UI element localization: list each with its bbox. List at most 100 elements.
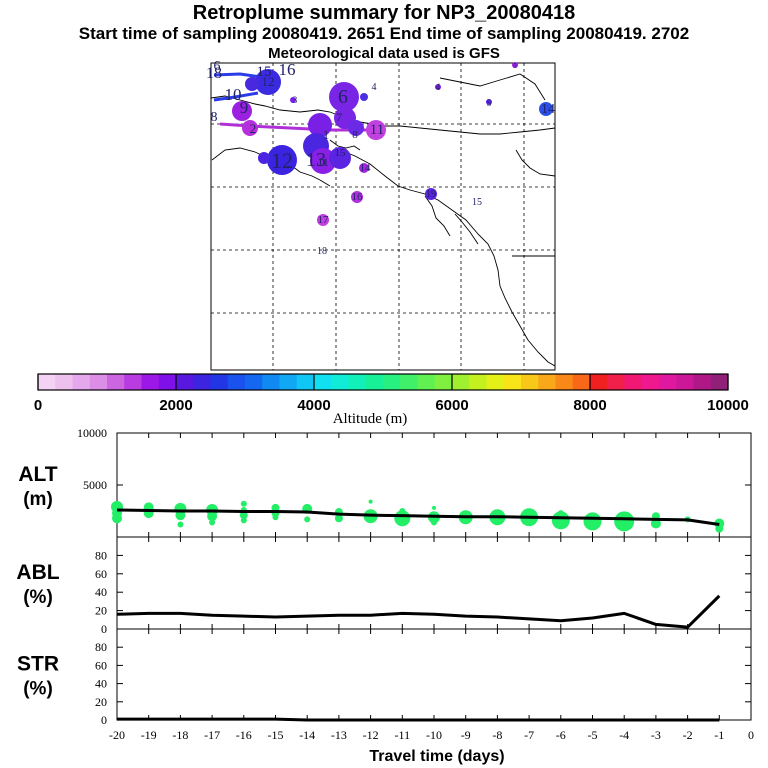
plume-circle (245, 77, 259, 91)
plume-day-label: 15 (335, 147, 347, 159)
colorbar-cell (538, 374, 556, 390)
y-tick-label: 80 (95, 640, 107, 654)
y-axis-unit: (m) (23, 489, 53, 510)
x-tick-label: 0 (748, 728, 754, 742)
y-axis-label: STR (17, 653, 59, 676)
colorbar-cell (89, 374, 108, 390)
plume-day-label: 11 (317, 155, 329, 169)
colorbar-cell (434, 374, 453, 390)
y-tick-label: 60 (95, 567, 107, 581)
plume-circle (310, 148, 336, 174)
plume-day-label: 16 (279, 60, 296, 79)
plume-altitude-dot (614, 511, 635, 532)
x-tick-label: -4 (619, 728, 629, 742)
time-series-panels: 10000 5000 ALT (m) 0 20 40 60 80 ABL (%) 0 20 40 60 80 S… (16, 426, 754, 765)
plume-day-label: 2 (250, 121, 257, 136)
plume-day-label: 14 (360, 162, 372, 174)
plume-circle (258, 152, 270, 164)
colorbar-tick-label: 6000 (435, 397, 468, 414)
colorbar-cell (365, 374, 384, 390)
x-tick-label: -6 (556, 728, 566, 742)
colorbar-tick-label: 0 (34, 397, 42, 414)
plume-altitude-dot (551, 511, 570, 530)
colorbar-cell (641, 374, 660, 390)
plume-altitude-dot (240, 517, 247, 524)
plume-day-label: 16 (352, 191, 364, 203)
colorbar-cell (469, 374, 487, 390)
x-tick-label: -3 (651, 728, 661, 742)
plume-day-label: 7 (336, 110, 342, 124)
plume-day-label: 8 (352, 129, 358, 141)
meteorological-data-subtitle: Meteorological data used is GFS (268, 45, 500, 62)
coastline (210, 73, 556, 367)
y-tick-label: 10000 (77, 426, 107, 440)
plume-circle (329, 82, 359, 112)
plume-altitude-dot (272, 514, 279, 521)
x-tick-label: -18 (172, 728, 188, 742)
colorbar-cell (296, 374, 315, 390)
plume-circle (329, 147, 351, 169)
colorbar-cell (331, 374, 349, 390)
colorbar-cell (607, 374, 625, 390)
plume-circle (242, 120, 258, 136)
colorbar-cell (193, 374, 211, 390)
y-tick-label: 40 (95, 585, 107, 599)
colorbar-cell (710, 374, 729, 390)
plume-circle (360, 93, 368, 101)
plume-day-label: 3 (293, 95, 298, 105)
x-tick-label: -10 (426, 728, 442, 742)
x-tick-label: -14 (299, 728, 315, 742)
colorbar-cell (400, 374, 418, 390)
colorbar-cell (452, 374, 470, 390)
colorbar-cell (693, 374, 712, 390)
x-tick-label: -11 (395, 728, 411, 742)
colorbar-cell (590, 374, 608, 390)
colorbar-cell (107, 374, 125, 390)
colorbar-cell (659, 374, 677, 390)
plume-circle (539, 102, 553, 116)
x-tick-label: -9 (461, 728, 471, 742)
colorbar-cell (503, 374, 522, 390)
x-tick-label: -12 (363, 728, 379, 742)
x-tick-label: -16 (236, 728, 252, 742)
colorbar-tick-label: 2000 (159, 397, 192, 414)
colorbar-cell (141, 374, 160, 390)
plume-day-label: 15 (472, 197, 482, 208)
colorbar-cell (624, 374, 643, 390)
y-tick-label: 40 (95, 677, 107, 691)
y-axis-label: ALT (18, 463, 57, 486)
plume-altitude-dot (715, 524, 724, 533)
plume-circle (255, 69, 281, 95)
plume-altitude-dot (209, 519, 216, 526)
y-tick-label: 20 (95, 695, 107, 709)
plume-centroid-circles (232, 62, 553, 226)
plume-circle (348, 120, 364, 136)
colorbar-cell (158, 374, 177, 390)
plume-circle (232, 101, 252, 121)
colorbar-cell (38, 374, 56, 390)
y-axis-unit: (%) (23, 587, 53, 608)
plume-circle (366, 120, 386, 140)
x-tick-label: -5 (588, 728, 598, 742)
plume-day-label: 15 (257, 64, 272, 80)
plume-day-label: 4 (372, 82, 377, 93)
plume-day-label: 1 (323, 127, 330, 142)
panel-frame (116, 628, 752, 721)
panel-alt: 10000 5000 ALT (m) (18, 426, 752, 538)
colorbar-cell (124, 374, 142, 390)
x-tick-label: -20 (109, 728, 125, 742)
y-tick-label: 60 (95, 658, 107, 672)
plume-altitude-dot (431, 519, 437, 526)
plume-day-label: 6 (338, 86, 348, 108)
y-tick-label: 5000 (83, 478, 107, 492)
plume-altitude-dot (239, 511, 248, 520)
x-tick-label: -15 (268, 728, 284, 742)
plume-circle (290, 97, 296, 103)
plume-altitude-dot (240, 500, 247, 507)
plume-day-label: 12 (271, 148, 293, 173)
colorbar-cell (348, 374, 367, 390)
